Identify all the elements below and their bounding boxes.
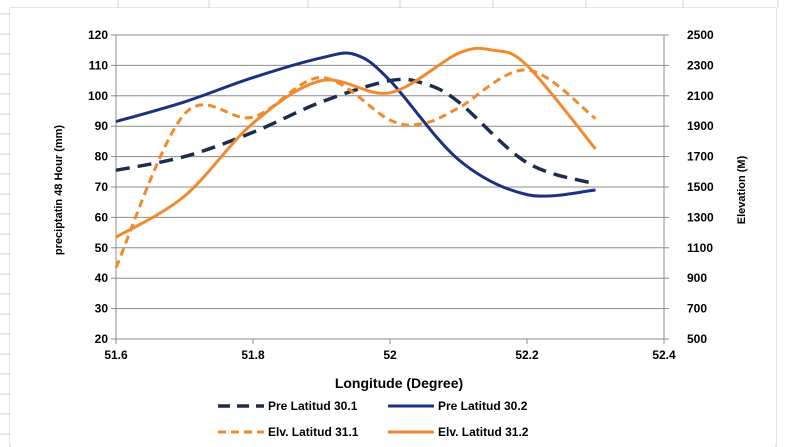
y2-tick-label: 2500	[687, 28, 714, 42]
y2-tick-label: 1700	[687, 150, 714, 164]
x-tick-label: 51.8	[241, 348, 265, 362]
y-tick-label: 100	[88, 89, 108, 103]
y-tick-label: 50	[95, 241, 109, 255]
series-line-elv-latitud-31-2	[115, 46, 597, 239]
y2-tick-label: 900	[687, 271, 707, 285]
y2-tick-label: 700	[687, 302, 707, 316]
y-axis-title: preciptatin 48 Hour (mm)	[53, 125, 65, 256]
x-tick-label: 52.4	[652, 348, 676, 362]
legend-label: Pre Latitud 30.2	[438, 399, 528, 413]
y-tick-label: 70	[95, 180, 109, 194]
y2-tick-label: 1300	[687, 210, 714, 224]
y2-tick-label: 500	[687, 332, 707, 346]
x-tick-label: 51.6	[104, 348, 128, 362]
y-tick-label: 110	[89, 58, 109, 72]
y-axis-tick-labels: 20 30 40 50 60 70 80 90 100 110 120	[88, 28, 108, 346]
y2-axis-tick-labels: 500 700 900 1100 1300 1500 1700 1900 2100 2300 250…	[687, 28, 714, 346]
y-tick-label: 80	[95, 150, 109, 164]
series-line-pre-latitud-30-2	[115, 51, 596, 198]
series-lines	[114, 46, 597, 269]
x-axis-title: Longitude (Degree)	[335, 375, 463, 391]
x-axis-tick-labels: 51.6 51.8 52 52.2 52.4	[104, 339, 676, 362]
y2-tick-label: 2300	[687, 58, 714, 72]
y-tick-label: 60	[95, 210, 109, 224]
y2-tick-label: 1500	[687, 180, 714, 194]
x-tick-label: 52.2	[515, 348, 539, 362]
x-tick-label: 52	[383, 348, 397, 362]
legend-label: Elv. Latitud 31.1	[268, 425, 359, 439]
legend-label: Pre Latitud 30.1	[268, 399, 358, 413]
y2-tick-label: 1900	[687, 119, 714, 133]
y-tick-label: 90	[95, 119, 109, 133]
y2-tick-label: 2100	[687, 89, 714, 103]
legend: Pre Latitud 30.1 Pre Latitud 30.2 Elv. Lat…	[218, 399, 529, 439]
y2-tick-label: 1100	[687, 241, 713, 255]
y-tick-label: 20	[95, 332, 109, 346]
y-tick-label: 120	[88, 28, 108, 42]
series-line-elv-latitud-31-1	[114, 68, 597, 269]
y2-axis-title: Elevation (M)	[736, 155, 748, 224]
legend-label: Elv. Latitud 31.2	[438, 425, 529, 439]
y-tick-label: 30	[95, 302, 109, 316]
y-tick-label: 40	[95, 271, 109, 285]
